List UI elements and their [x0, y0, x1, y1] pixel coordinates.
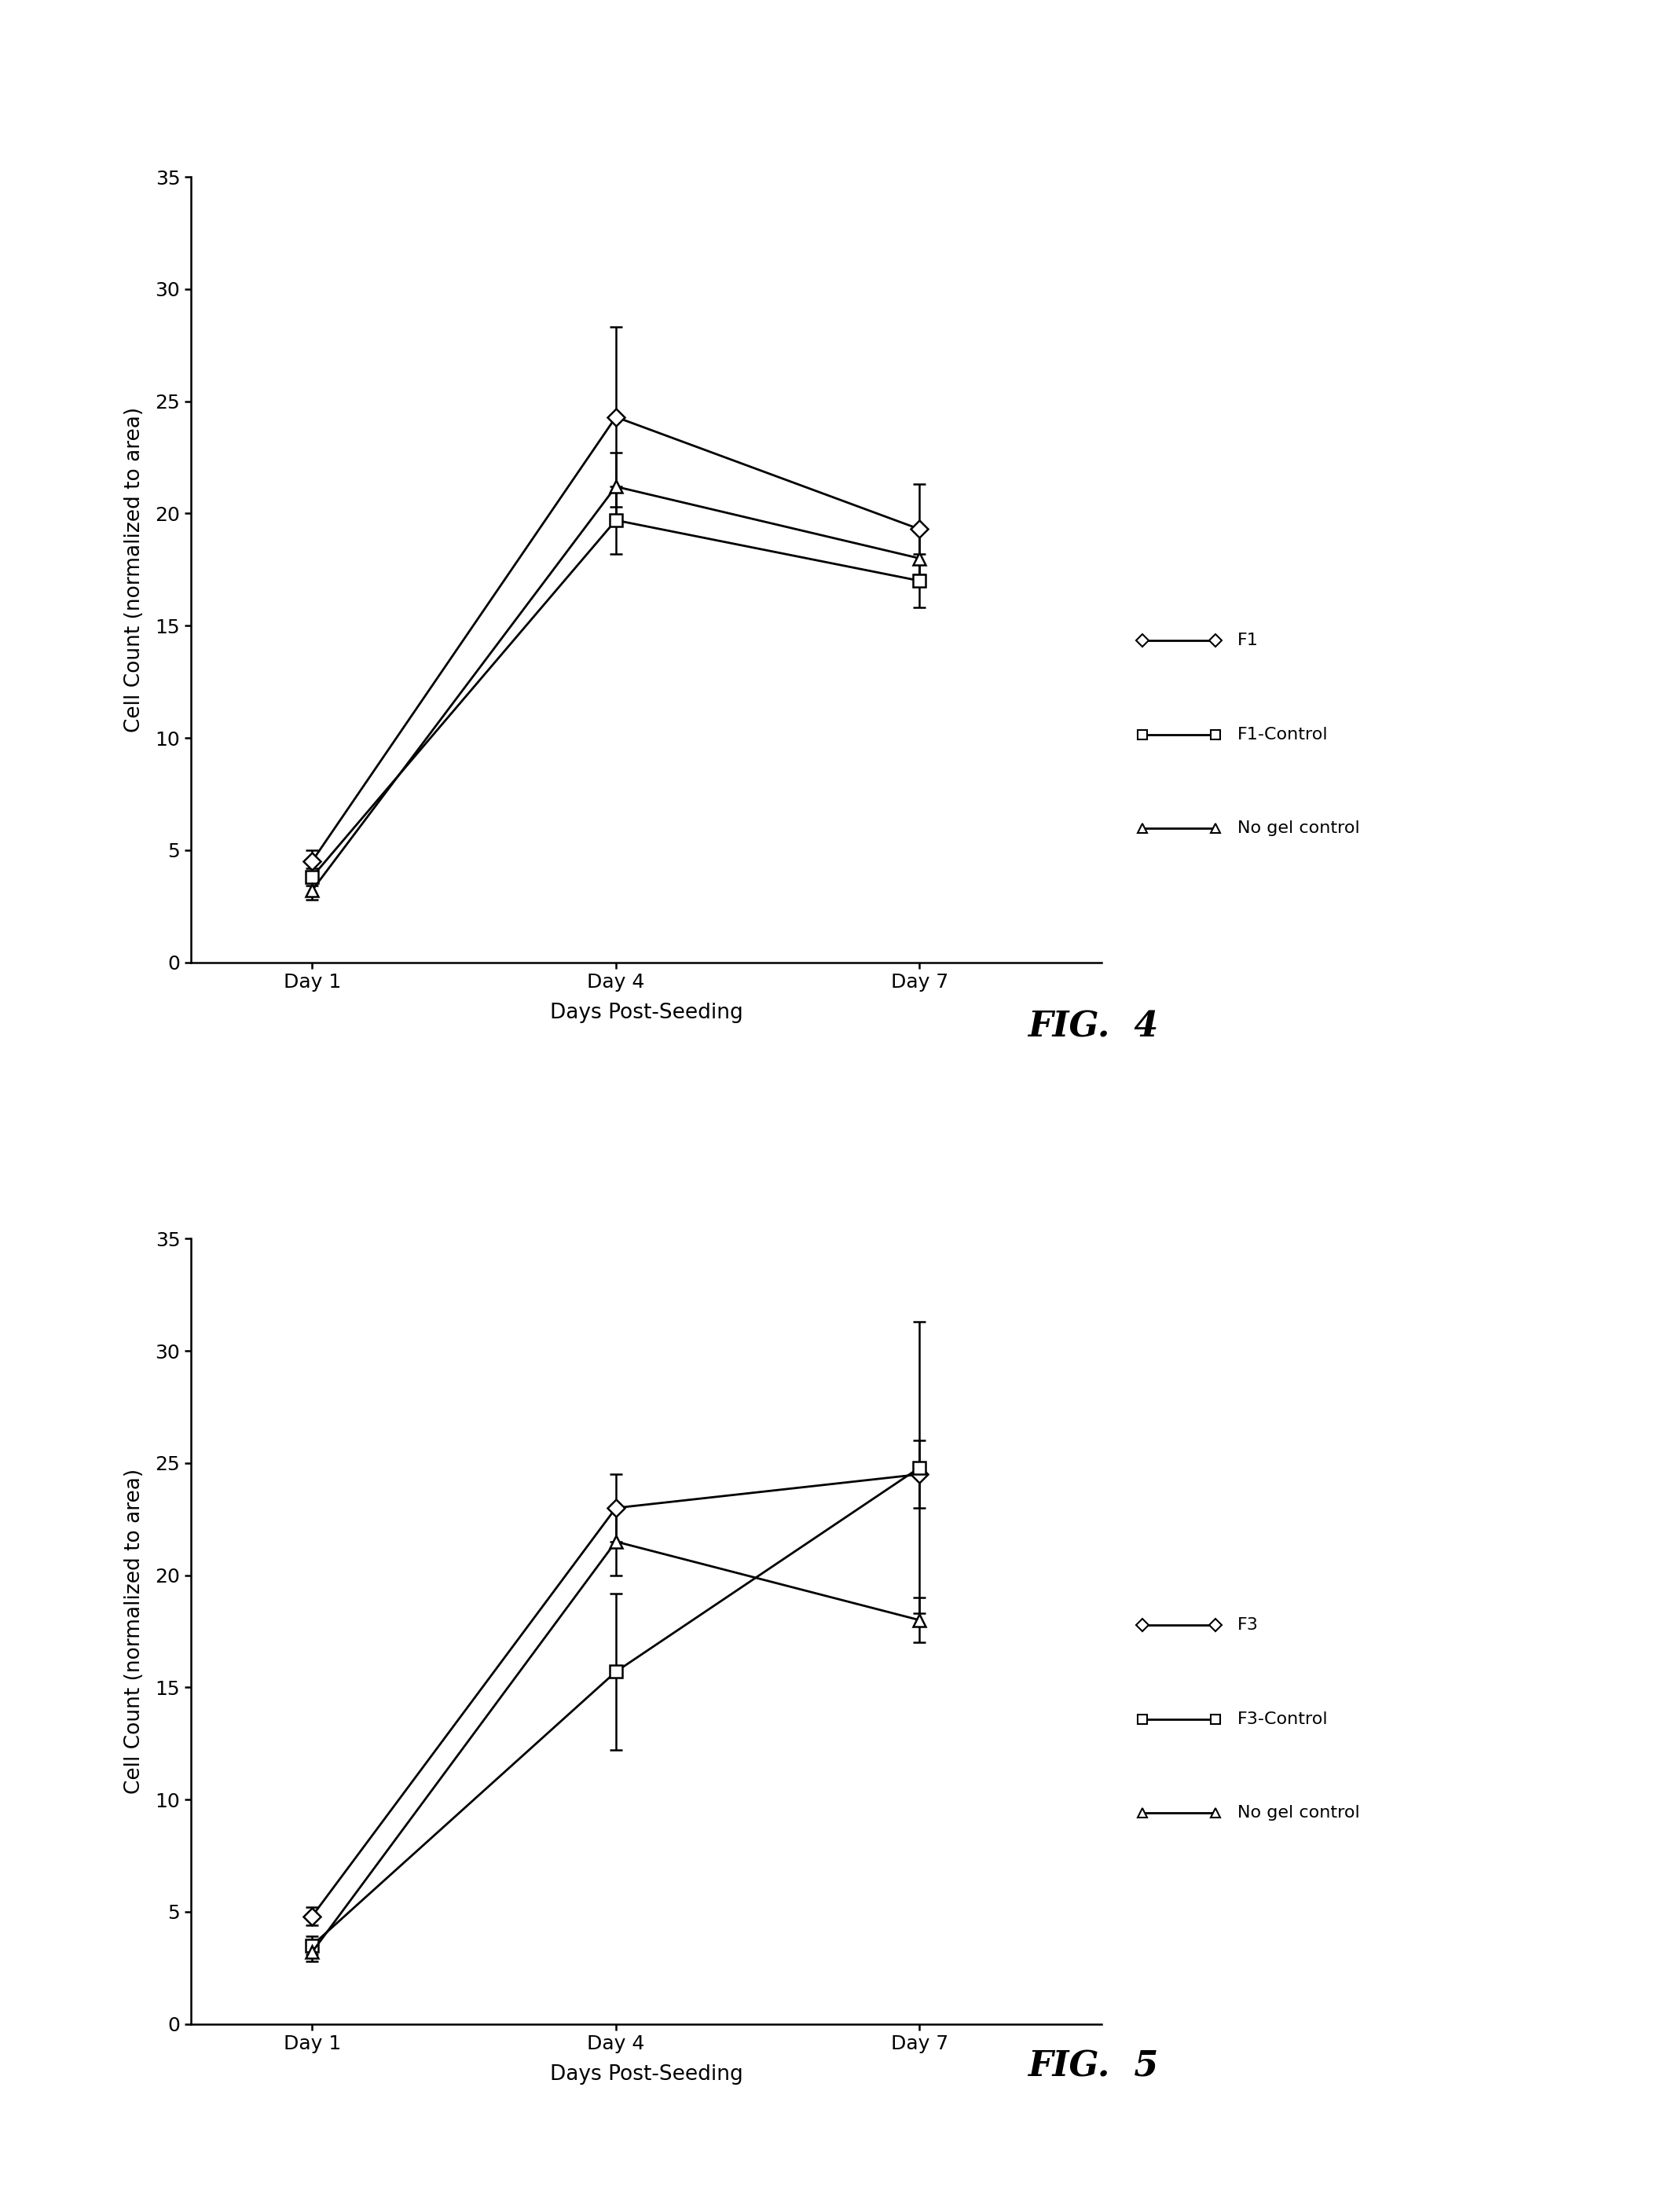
- Y-axis label: Cell Count (normalized to area): Cell Count (normalized to area): [124, 407, 144, 732]
- Text: FIG.  4: FIG. 4: [1027, 1011, 1158, 1044]
- Text: F3: F3: [1238, 1617, 1258, 1632]
- Text: F1-Control: F1-Control: [1238, 728, 1327, 743]
- Y-axis label: Cell Count (normalized to area): Cell Count (normalized to area): [124, 1469, 144, 1794]
- X-axis label: Days Post-Seeding: Days Post-Seeding: [550, 1002, 742, 1022]
- Text: FIG.  5: FIG. 5: [1027, 2051, 1158, 2084]
- Text: F1: F1: [1238, 633, 1258, 648]
- Text: No gel control: No gel control: [1238, 821, 1359, 836]
- X-axis label: Days Post-Seeding: Days Post-Seeding: [550, 2064, 742, 2084]
- Text: No gel control: No gel control: [1238, 1805, 1359, 1820]
- Text: F3-Control: F3-Control: [1238, 1712, 1327, 1728]
